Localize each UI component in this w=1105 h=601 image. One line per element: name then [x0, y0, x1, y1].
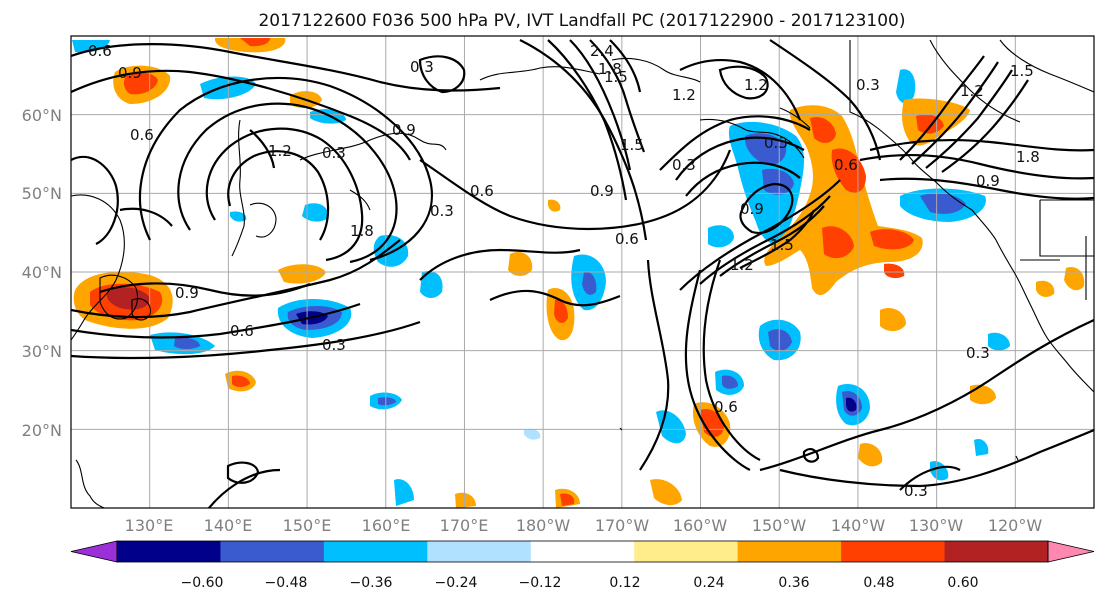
contour-label: 0.6 [230, 322, 254, 340]
contour-label: 0.6 [834, 156, 858, 174]
colorbar-swatch [944, 541, 1049, 562]
colorbar-swatch [117, 541, 221, 562]
contour-label: 2.4 [590, 42, 614, 60]
lon-label: 170°E [440, 516, 489, 535]
lat-label: 20°N [22, 421, 62, 440]
lon-label: 120°W [988, 516, 1043, 535]
contour-label: 1.8 [350, 222, 374, 240]
contour-label: 0.3 [672, 156, 696, 174]
colorbar-swatch [427, 541, 532, 562]
colorbar-ticks: −0.60 −0.48 −0.36 −0.24 −0.12 0.12 0.24 … [181, 575, 979, 591]
colorbar-swatch [323, 541, 428, 562]
contour-label: 0.3 [764, 134, 788, 152]
contour-label: 1.2 [730, 256, 754, 274]
lon-label: 140°E [204, 516, 253, 535]
latitude-labels: 60°N 50°N 40°N 30°N 20°N [22, 106, 62, 440]
contour-label: 1.2 [744, 76, 768, 94]
contour-label: 0.9 [118, 64, 142, 82]
contour-label: 0.3 [430, 202, 454, 220]
lon-label: 160°E [362, 516, 411, 535]
map-area: 0.6 0.9 0.6 0.3 0.3 1.2 0.9 0.3 0.6 1.8 … [71, 36, 1094, 508]
lon-label: 130°W [909, 516, 964, 535]
lat-label: 40°N [22, 263, 62, 282]
coastlines [71, 39, 1094, 508]
lon-label: 140°W [831, 516, 886, 535]
contour-label: 0.6 [88, 42, 112, 60]
contour-label: 1.2 [960, 82, 984, 100]
contour-label: 1.5 [1010, 62, 1034, 80]
contour-label: 0.3 [856, 76, 880, 94]
colorbar-swatch [634, 541, 739, 562]
colorbar-swatch [530, 541, 635, 562]
contour-label: 0.6 [130, 126, 154, 144]
lon-label: 150°E [283, 516, 332, 535]
contour-label: 0.3 [904, 482, 928, 500]
colorbar-swatch [220, 541, 325, 562]
colorbar-tick-label: −0.60 [181, 575, 224, 591]
longitude-labels: 130°E 140°E 150°E 160°E 170°E 180°W 170°… [125, 516, 1043, 535]
contour-label: 0.9 [590, 182, 614, 200]
contour-label: 0.3 [322, 336, 346, 354]
colorbar-tick-label: −0.24 [435, 575, 478, 591]
colorbar-outline [116, 540, 1049, 563]
colorbar-tick-label: 0.36 [778, 575, 809, 591]
colorbar-tick-label: −0.48 [265, 575, 308, 591]
lat-label: 50°N [22, 184, 62, 203]
colorbar-tick-label: −0.12 [519, 575, 562, 591]
colorbar-tick-label: 0.48 [863, 575, 894, 591]
contour-label: 0.3 [966, 344, 990, 362]
contour-label: 1.8 [598, 60, 622, 78]
colorbar-tick-label: 0.12 [609, 575, 640, 591]
contour-label: 1.5 [604, 68, 628, 86]
colorbar-swatch [841, 541, 946, 562]
graticule [71, 36, 1094, 508]
colorbar-extend-max [1047, 540, 1095, 563]
contour-label: 1.5 [770, 236, 794, 254]
contour-label: 0.6 [470, 182, 494, 200]
lon-label: 170°W [595, 516, 650, 535]
colorbar-tick-label: −0.36 [350, 575, 393, 591]
contour-label: 0.3 [410, 58, 434, 76]
colorbar-swatch [737, 541, 842, 562]
contour-label: 1.2 [672, 86, 696, 104]
contour-label: 0.9 [976, 172, 1000, 190]
colorbar-tick-label: 0.60 [947, 575, 978, 591]
lat-label: 30°N [22, 342, 62, 361]
contour-label: 1.8 [1016, 148, 1040, 166]
lon-label: 180°W [516, 516, 571, 535]
colorbar-tick-label: 0.24 [693, 575, 724, 591]
contour-label: 0.6 [714, 398, 738, 416]
colorbar-extend-min [70, 540, 118, 563]
contour-label: 0.6 [615, 230, 639, 248]
contour-label: 1.2 [268, 142, 292, 160]
colorbar-swatches [70, 540, 1095, 563]
map-frame [70, 35, 1095, 509]
contour-label: 1.5 [620, 136, 644, 154]
pv-contours [71, 39, 1094, 508]
contour-label: 0.9 [175, 284, 199, 302]
lon-label: 150°W [752, 516, 807, 535]
contour-label: 0.9 [392, 121, 416, 139]
contour-label: 0.3 [322, 144, 346, 162]
colorbar: −0.60 −0.48 −0.36 −0.24 −0.12 0.12 0.24 … [70, 540, 1095, 591]
lat-label: 60°N [22, 106, 62, 125]
lon-label: 130°E [125, 516, 174, 535]
contour-labels: 0.6 0.9 0.6 0.3 0.3 1.2 0.9 0.3 0.6 1.8 … [88, 42, 1040, 500]
contour-label: 0.9 [740, 200, 764, 218]
lon-label: 160°W [673, 516, 728, 535]
map-title: 2017122600 F036 500 hPa PV, IVT Landfall… [258, 11, 905, 31]
